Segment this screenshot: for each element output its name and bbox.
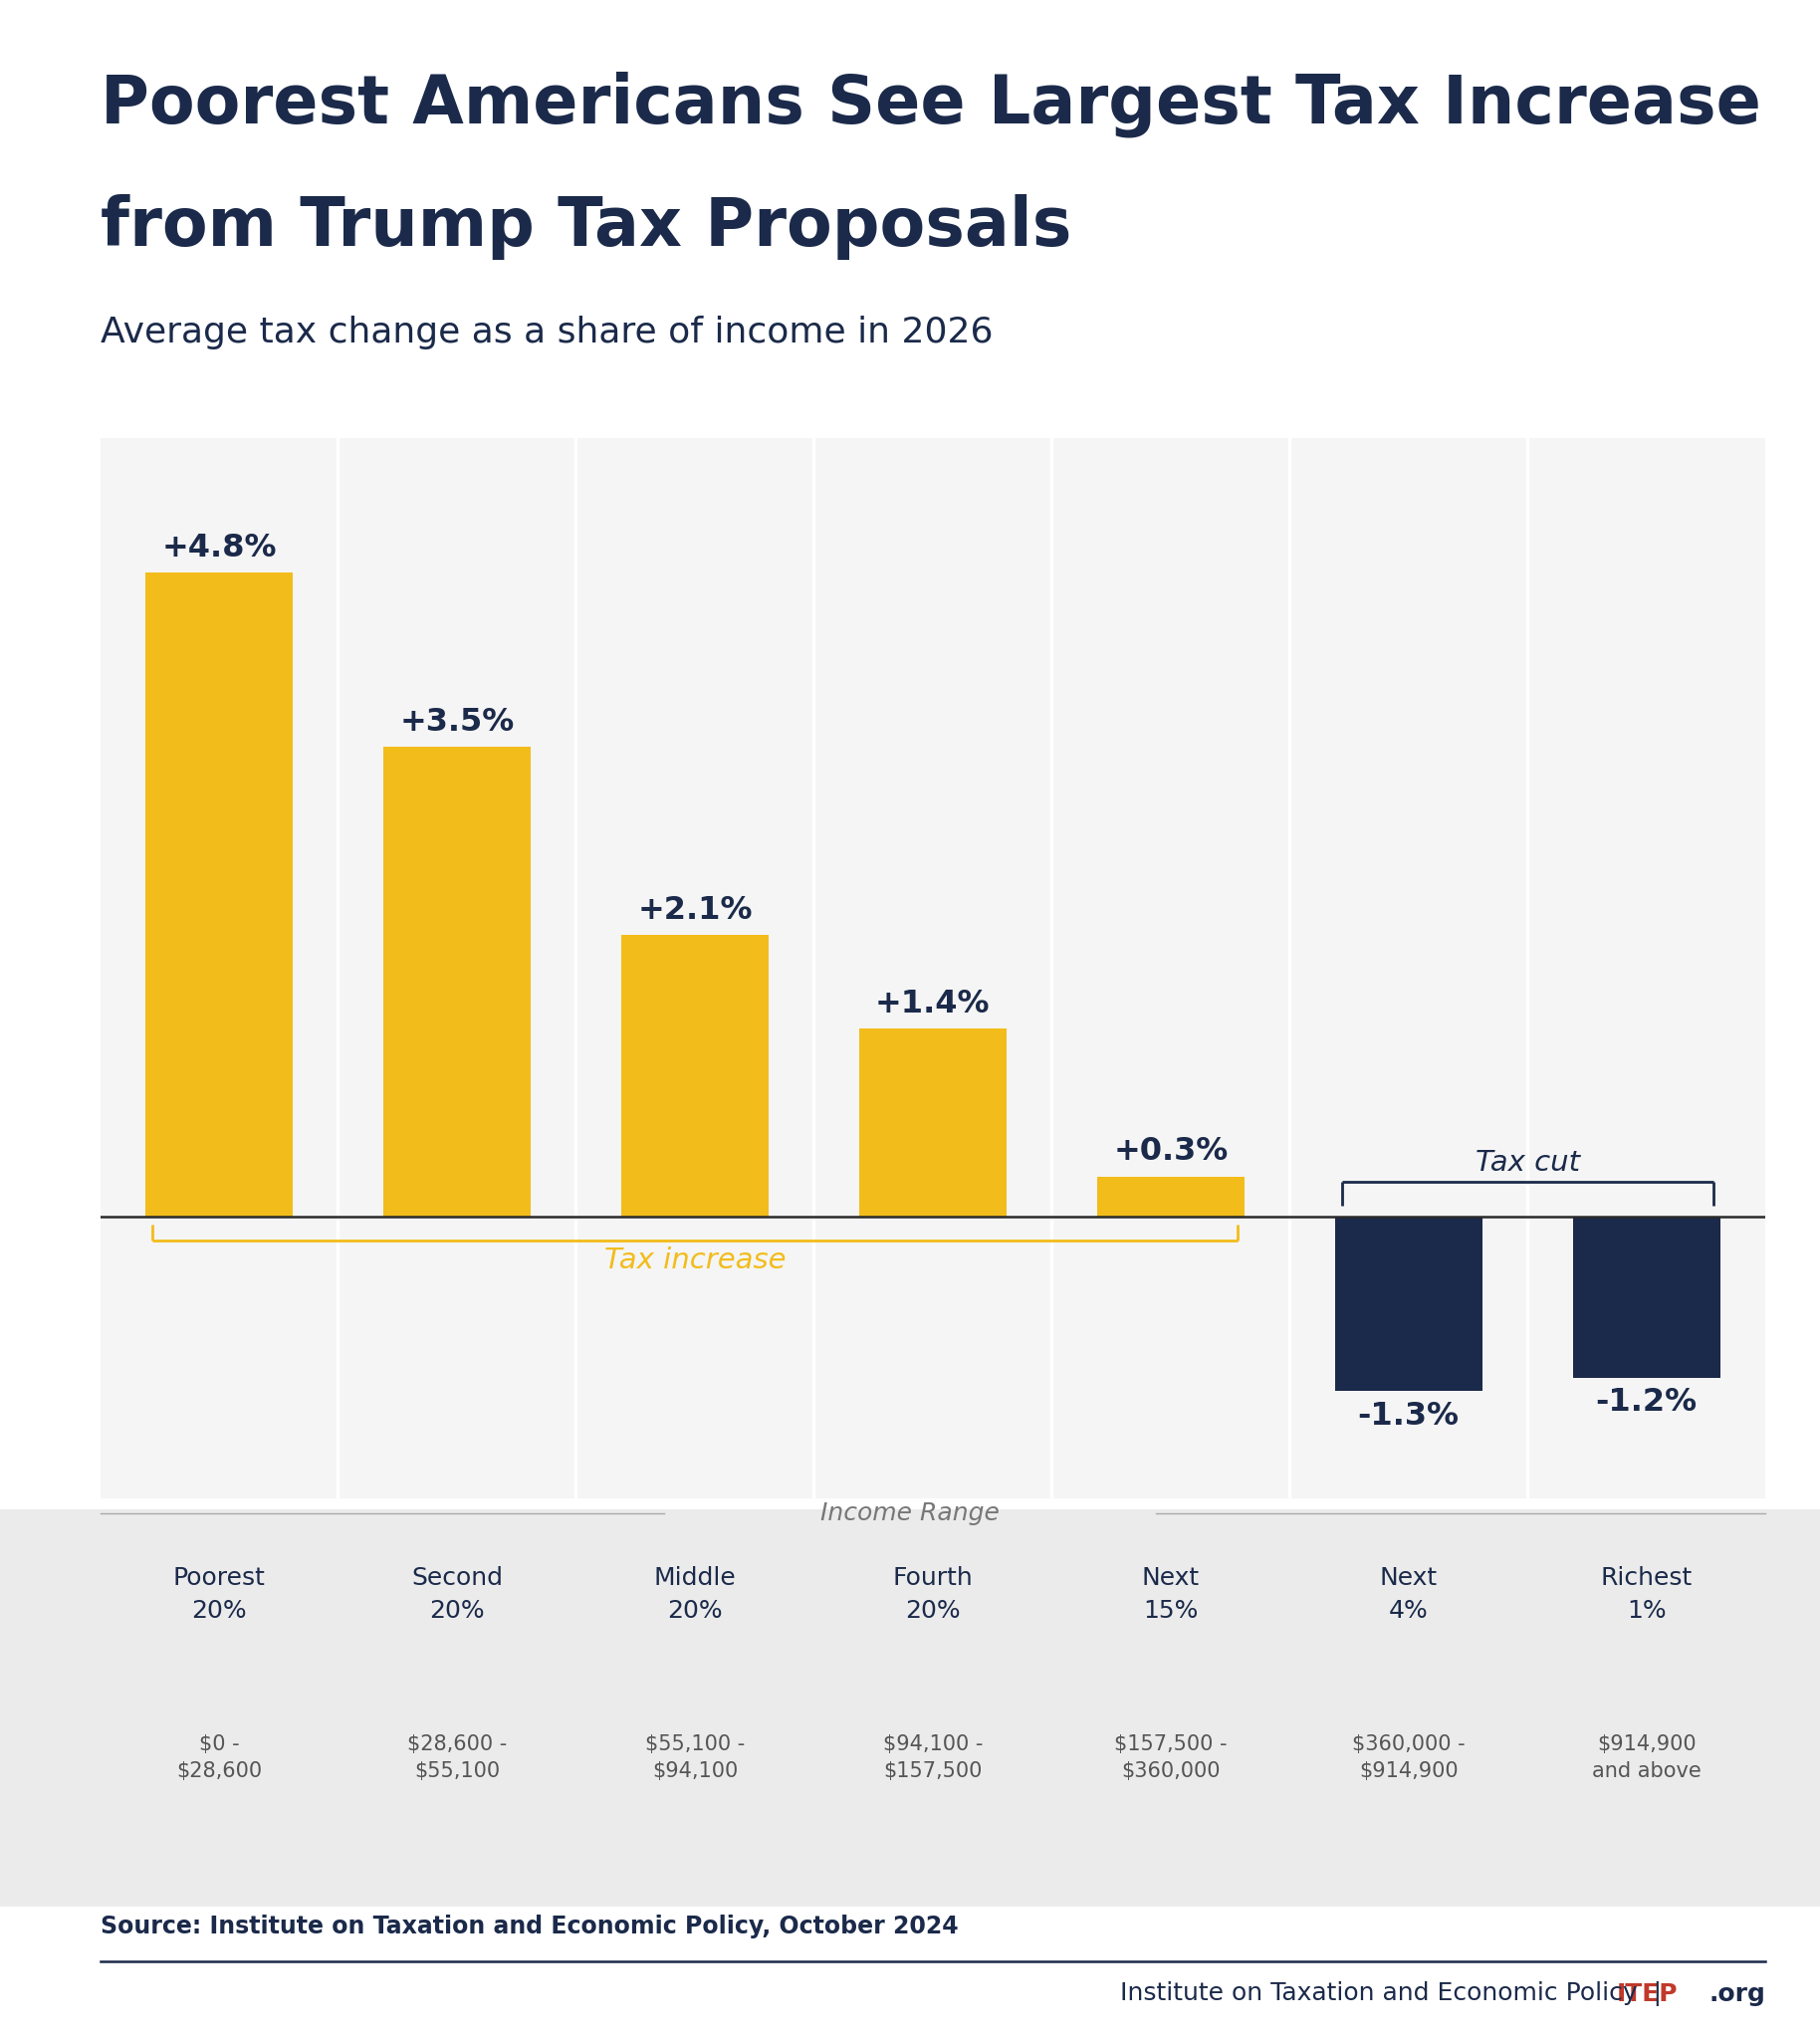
Text: +1.4%: +1.4% [875,989,990,1020]
Text: $157,500 -
$360,000: $157,500 - $360,000 [1114,1735,1227,1780]
Text: Tax increase: Tax increase [604,1246,786,1274]
Bar [1097,1177,1245,1217]
Text: Source: Institute on Taxation and Economic Policy, October 2024: Source: Institute on Taxation and Econom… [100,1915,957,1939]
Text: Income Range: Income Range [821,1501,999,1525]
Text: +0.3%: +0.3% [1114,1136,1228,1166]
Text: Institute on Taxation and Economic Policy  |: Institute on Taxation and Economic Polic… [1121,1982,1678,2006]
Text: -1.2%: -1.2% [1596,1387,1698,1419]
Bar [621,936,768,1217]
Text: Richest
1%: Richest 1% [1600,1566,1693,1623]
Bar [146,573,293,1217]
Text: from Trump Tax Proposals: from Trump Tax Proposals [100,194,1072,259]
Text: $914,900
and above: $914,900 and above [1592,1735,1702,1780]
Text: +3.5%: +3.5% [400,708,515,738]
Text: ITEP: ITEP [1616,1982,1678,2006]
Text: .org: .org [1709,1982,1765,2006]
Text: Poorest
20%: Poorest 20% [173,1566,266,1623]
Text: Middle
20%: Middle 20% [653,1566,735,1623]
Text: $94,100 -
$157,500: $94,100 - $157,500 [883,1735,983,1780]
Text: Second
20%: Second 20% [411,1566,502,1623]
Bar [859,1030,1006,1217]
Text: $0 -
$28,600: $0 - $28,600 [177,1735,262,1780]
Text: Next
4%: Next 4% [1380,1566,1438,1623]
Text: Next
15%: Next 15% [1141,1566,1199,1623]
Text: +2.1%: +2.1% [637,895,752,926]
Bar [1334,1217,1481,1391]
Text: +4.8%: +4.8% [162,532,277,563]
Text: Poorest Americans See Largest Tax Increase: Poorest Americans See Largest Tax Increa… [100,71,1760,137]
Text: Fourth
20%: Fourth 20% [892,1566,974,1623]
Text: $55,100 -
$94,100: $55,100 - $94,100 [644,1735,744,1780]
Text: $28,600 -
$55,100: $28,600 - $55,100 [408,1735,506,1780]
Text: Average tax change as a share of income in 2026: Average tax change as a share of income … [100,316,992,351]
Bar [384,746,531,1217]
Text: -1.3%: -1.3% [1358,1401,1460,1431]
Text: $360,000 -
$914,900: $360,000 - $914,900 [1352,1735,1465,1780]
Text: Tax cut: Tax cut [1476,1148,1580,1177]
Bar [1572,1217,1720,1378]
